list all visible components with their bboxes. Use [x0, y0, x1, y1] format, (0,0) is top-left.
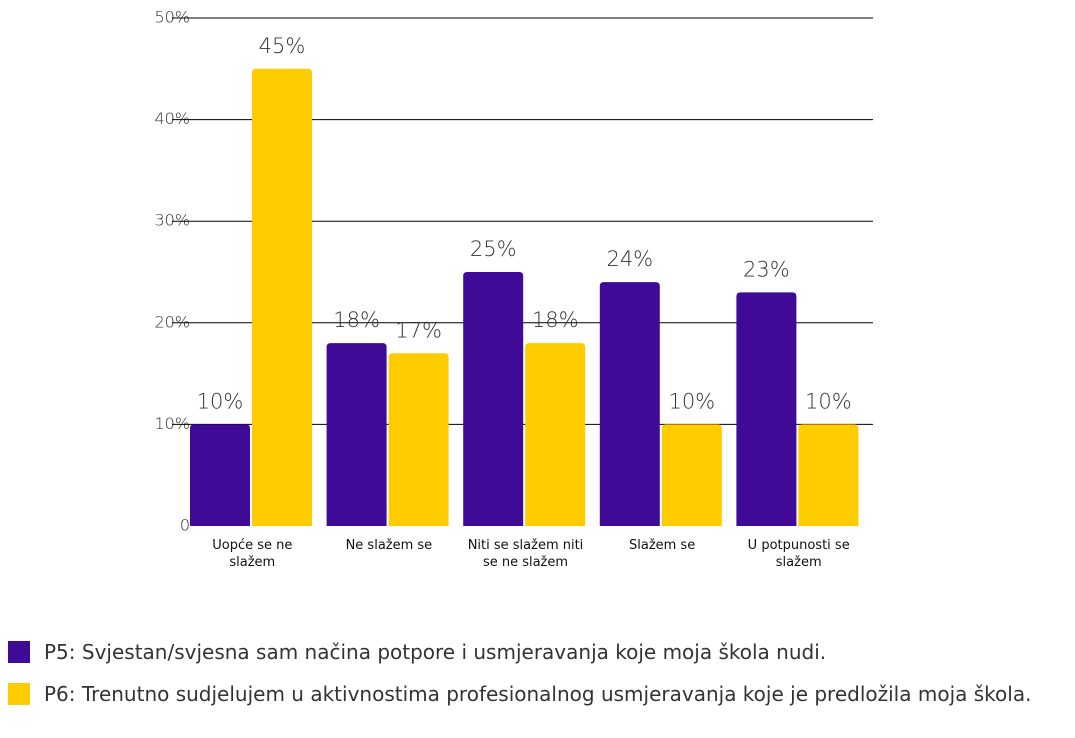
- y-tick-label: 10%: [154, 414, 190, 433]
- bar: [736, 292, 797, 526]
- legend-label: P5: Svjestan/svjesna sam načina potpore …: [44, 640, 827, 664]
- bar: [525, 343, 586, 526]
- value-label: 10%: [805, 389, 852, 413]
- y-tick-label: 40%: [154, 109, 190, 128]
- x-tick-label: Ne slažem se: [345, 538, 433, 553]
- legend-item: P5: Svjestan/svjesna sam načina potpore …: [8, 640, 1068, 664]
- legend-label: P6: Trenutno sudjelujem u aktivnostima p…: [44, 682, 1032, 706]
- value-label: 17%: [395, 318, 442, 342]
- chart: 0 10% 20% 30% 40% 50% 10% 18% 25% 24% 23% 45% 17% 18%…: [154, 8, 873, 535]
- value-label: 10%: [668, 389, 715, 413]
- value-label: 45%: [259, 34, 306, 58]
- bar: [463, 272, 524, 526]
- y-tick-label: 20%: [154, 312, 190, 331]
- bar: [661, 424, 722, 526]
- y-tick-label: 30%: [154, 211, 190, 230]
- y-tick-label: 50%: [154, 8, 190, 27]
- bar: [190, 424, 250, 526]
- legend-swatch: [8, 683, 30, 705]
- x-tick-label: U potpunosti se slažem: [747, 538, 850, 570]
- bar: [599, 282, 660, 526]
- legend-swatch: [8, 641, 30, 663]
- value-label: 23%: [743, 257, 790, 281]
- y-tick-label: 0: [180, 516, 190, 535]
- bar: [798, 424, 859, 526]
- legend-item: P6: Trenutno sudjelujem u aktivnostima p…: [8, 682, 1068, 706]
- x-tick-label: Niti se slažem niti se ne slažem: [467, 538, 584, 570]
- value-label: 24%: [606, 247, 653, 271]
- x-tick-label: Slažem se: [628, 538, 696, 553]
- value-label: 18%: [333, 308, 380, 332]
- value-label: 25%: [470, 237, 517, 261]
- bar: [388, 353, 449, 526]
- bar: [252, 68, 312, 527]
- value-label: 10%: [197, 389, 244, 413]
- value-label: 18%: [532, 308, 579, 332]
- x-tick-label: Uopće se ne slažem: [212, 538, 293, 570]
- bar: [326, 343, 387, 526]
